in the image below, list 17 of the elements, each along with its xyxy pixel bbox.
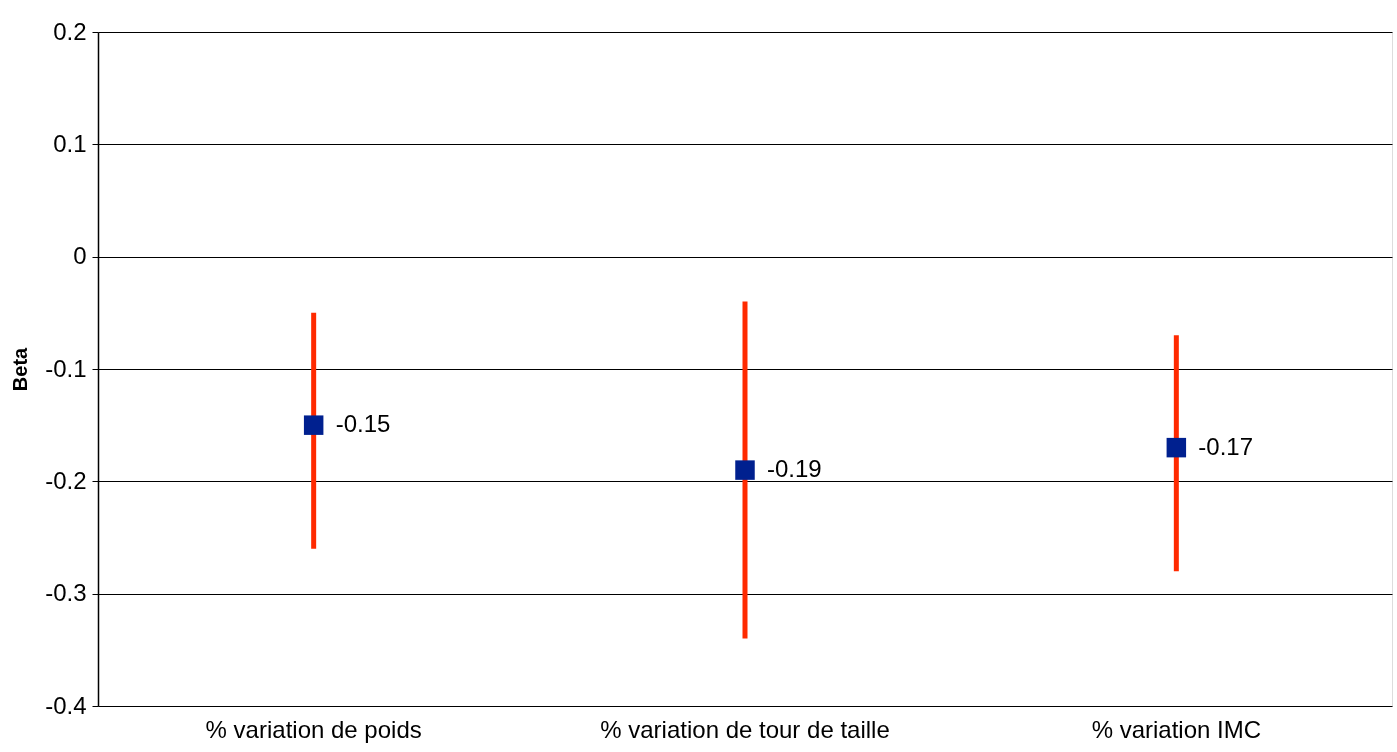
y-tick-label: -0.2 [45, 466, 87, 494]
x-tick-label: % variation de tour de taille [600, 715, 890, 743]
y-tick-label: -0.4 [45, 691, 87, 719]
x-tick-label: % variation de poids [205, 715, 422, 743]
y-tick-label: 0.2 [53, 17, 87, 45]
y-axis-title: Beta [9, 346, 32, 392]
y-tick-label: -0.3 [45, 579, 87, 607]
data-label: -0.17 [1198, 432, 1254, 460]
y-tick-label: 0.1 [53, 129, 87, 157]
point [1166, 437, 1187, 458]
point [303, 415, 324, 435]
data-label: -0.19 [767, 455, 822, 483]
x-tick-label: % variation IMC [1091, 715, 1262, 743]
data-label: -0.15 [335, 410, 391, 438]
y-tick-label: -0.1 [45, 354, 87, 382]
y-tick-label: 0 [73, 242, 87, 270]
point [735, 460, 755, 480]
